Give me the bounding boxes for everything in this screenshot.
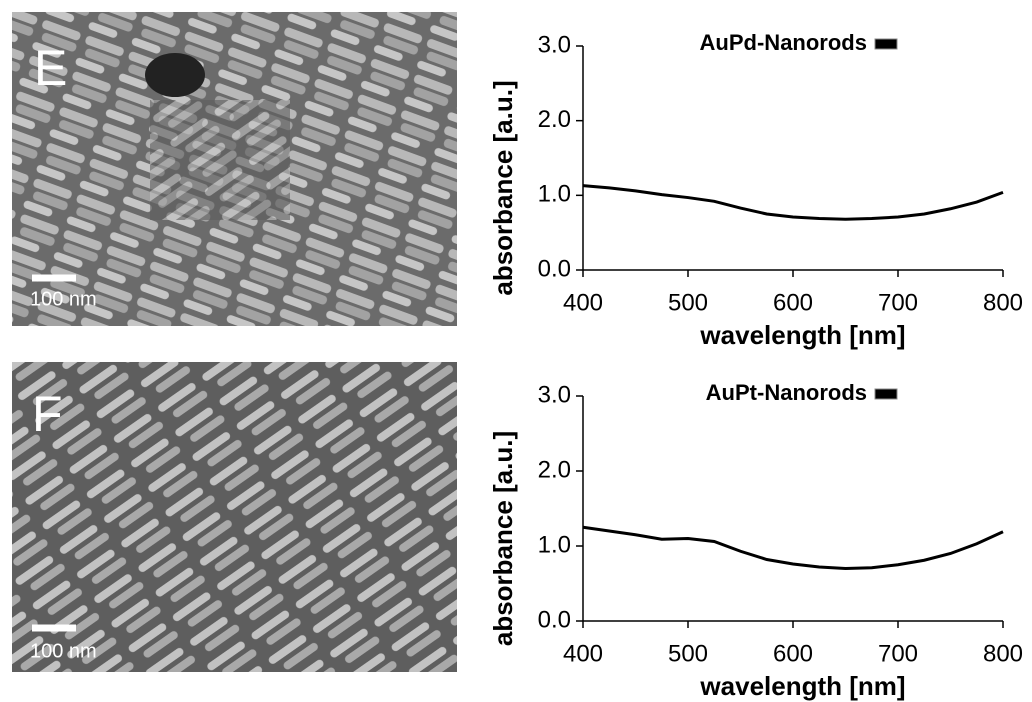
sem-image-detail: [150, 100, 290, 220]
y-tick-label: 3.0: [538, 31, 571, 58]
scale-bar-label: 100 nm: [30, 640, 97, 662]
y-tick-label: 1.0: [538, 181, 571, 208]
y-axis-label: absorbance [a.u.]: [488, 80, 518, 295]
y-tick-label: 3.0: [538, 381, 571, 408]
legend-swatch: [875, 389, 897, 399]
legend-swatch: [875, 39, 897, 49]
scale-bar-label: 100 nm: [30, 288, 97, 310]
y-tick-label: 0.0: [538, 606, 571, 633]
x-tick-label: 400: [563, 289, 603, 316]
y-tick-label: 2.0: [538, 456, 571, 483]
y-tick-label: 0.0: [538, 255, 571, 282]
x-tick-label: 500: [668, 289, 708, 316]
data-line: [583, 527, 1003, 568]
y-tick-label: 1.0: [538, 531, 571, 558]
x-tick-label: 700: [878, 640, 918, 667]
page: E 100 nm F 100 nm 0.0 1.0 2.0 3.0 400 500 600 7…: [0, 0, 1032, 702]
figure: E 100 nm F 100 nm 0.0 1.0 2.0 3.0 400 500 600 7…: [0, 0, 1032, 702]
x-tick-label: 800: [983, 289, 1023, 316]
sem-image-detail: [145, 53, 205, 97]
x-tick-label: 500: [668, 640, 708, 667]
x-tick-label: 800: [983, 640, 1023, 667]
x-axis-label: wavelength [nm]: [699, 671, 905, 701]
x-tick-label: 600: [773, 289, 813, 316]
panel-label: E: [34, 40, 67, 96]
sem-image: [12, 362, 457, 672]
legend-label: AuPt-Nanorods: [706, 380, 867, 405]
data-line: [583, 186, 1003, 220]
y-tick-label: 2.0: [538, 106, 571, 133]
x-axis-label: wavelength [nm]: [699, 320, 905, 350]
panel-label: F: [32, 386, 63, 442]
x-tick-label: 400: [563, 640, 603, 667]
x-tick-label: 700: [878, 289, 918, 316]
y-axis-label: absorbance [a.u.]: [488, 431, 518, 646]
legend-label: AuPd-Nanorods: [700, 30, 867, 55]
x-tick-label: 600: [773, 640, 813, 667]
